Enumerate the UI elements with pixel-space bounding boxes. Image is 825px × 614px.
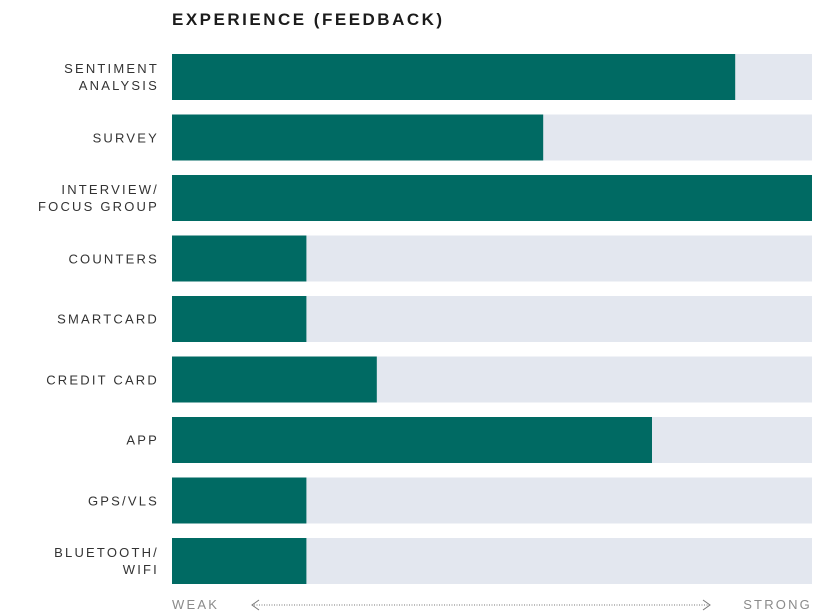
x-label-min: WEAK [172, 597, 220, 612]
category-label: BLUETOOTH/ WIFI [54, 545, 159, 577]
category-label: CREDIT CARD [46, 372, 159, 387]
chart-title: EXPERIENCE (FEEDBACK) [172, 10, 445, 29]
bar [172, 417, 652, 463]
x-label-max: STRONG [743, 597, 812, 612]
bar [172, 296, 307, 342]
bar [172, 114, 544, 161]
arrow-head-right [702, 599, 711, 611]
category-label: GPS/VLS [87, 493, 159, 508]
bar [172, 538, 307, 584]
bar [172, 175, 812, 221]
category-label: SURVEY [92, 130, 159, 145]
category-label: INTERVIEW/ FOCUS GROUP [38, 182, 159, 214]
category-label: COUNTERS [68, 251, 159, 266]
bar [172, 477, 307, 524]
category-label: APP [126, 432, 159, 448]
bar [172, 235, 307, 282]
category-label: SMARTCARD [57, 311, 159, 327]
arrow-head-left [251, 599, 260, 611]
bar [172, 54, 736, 100]
category-label: SENTIMENT ANALYSIS [64, 61, 159, 93]
bar [172, 356, 377, 403]
